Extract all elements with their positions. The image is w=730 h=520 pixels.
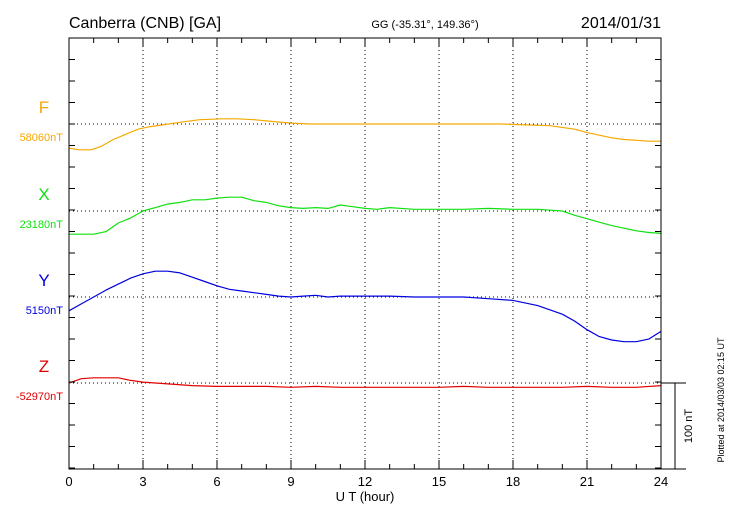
- series-line-F: [68, 118, 661, 151]
- x-tick-label-21: 21: [580, 474, 594, 489]
- x-tick-labels: 0 3 6 9 12 15 18 21 24: [65, 474, 668, 489]
- scale-bar: 100 nT: [661, 382, 695, 470]
- grid-lines: [69, 38, 661, 469]
- series-name-F: F: [39, 98, 49, 117]
- series-name-Z: Z: [39, 357, 49, 376]
- axis-ticks: [68, 38, 662, 469]
- coordinates-label: GG (-35.31°, 149.36°): [371, 19, 478, 31]
- series-line-Y: [68, 270, 662, 343]
- series-line-Z: [68, 377, 662, 388]
- x-tick-label-6: 6: [213, 474, 220, 489]
- x-tick-label-12: 12: [358, 474, 372, 489]
- x-tick-label-9: 9: [287, 474, 294, 489]
- series-line-X: [69, 196, 662, 235]
- scale-bar-label: 100 nT: [683, 409, 695, 444]
- series-baseline-X: 23180nT: [20, 219, 64, 231]
- x-tick-label-24: 24: [654, 474, 668, 489]
- series-baseline-F: 58060nT: [20, 132, 64, 144]
- series-name-Y: Y: [38, 271, 49, 290]
- x-tick-label-0: 0: [65, 474, 72, 489]
- x-tick-label-3: 3: [139, 474, 146, 489]
- x-tick-label-15: 15: [432, 474, 446, 489]
- plotted-timestamp: Plotted at 2014/03/03 02:15 UT: [716, 337, 726, 463]
- date-label: 2014/01/31: [581, 15, 661, 32]
- series-name-X: X: [38, 185, 49, 204]
- x-axis-label: U T (hour): [336, 489, 395, 504]
- series-labels: F 58060nT X 23180nT Y 5150nT Z -52970nT: [16, 98, 63, 403]
- series-baseline-Y: 5150nT: [26, 305, 64, 317]
- x-tick-label-18: 18: [506, 474, 520, 489]
- series-lines: [68, 118, 662, 388]
- station-title: Canberra (CNB) [GA]: [69, 15, 221, 32]
- series-baseline-Z: -52970nT: [16, 391, 63, 403]
